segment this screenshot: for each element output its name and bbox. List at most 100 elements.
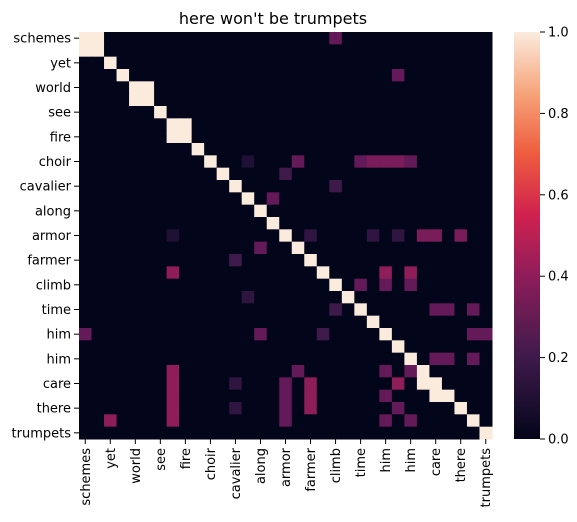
heatmap-cell [291,377,305,391]
heatmap-cell [79,352,93,366]
heatmap-cell [229,254,243,267]
y-tick-label: schemes [13,32,71,47]
y-tick-label: climb [36,278,71,293]
heatmap-cell [79,180,93,193]
heatmap-cell [379,291,393,304]
chart-title: here won't be trumpets [179,9,367,28]
heatmap-cell [416,155,430,169]
heatmap-cell [304,266,318,280]
heatmap-cell [479,143,493,156]
heatmap-cell [416,167,430,181]
heatmap-cell [304,56,318,70]
heatmap-cell [279,192,293,206]
heatmap-cell [254,204,268,218]
heatmap-cell [241,69,255,82]
heatmap-cell [191,167,205,181]
heatmap-cell [316,352,330,366]
heatmap-cell [266,204,280,218]
heatmap-cell [329,118,343,132]
heatmap-cell [104,155,118,169]
heatmap-cell [316,204,330,218]
heatmap-cell [204,340,218,354]
heatmap-cell [354,118,368,132]
heatmap-cell [91,414,105,428]
heatmap-cell [429,204,443,218]
heatmap-cell [341,44,355,58]
heatmap-cell [191,118,205,132]
heatmap-cell [254,426,268,440]
heatmap-cell [454,106,468,119]
heatmap-cell [266,414,280,428]
heatmap-cell [104,377,118,391]
heatmap-cell [154,303,168,317]
heatmap-cell [366,118,380,132]
heatmap-cell [141,291,155,304]
heatmap-cells [79,32,493,440]
heatmap-cell [141,44,155,58]
heatmap-cell [279,118,293,132]
heatmap-cell [216,192,230,206]
heatmap-cell [429,241,443,255]
heatmap-cell [141,229,155,243]
heatmap-cell [179,143,193,156]
heatmap-cell [366,106,380,119]
heatmap-cell [466,254,480,267]
heatmap-cell [141,315,155,329]
heatmap-cell [204,278,218,292]
heatmap-cell [329,106,343,119]
heatmap-cell [279,365,293,378]
heatmap-cell [191,328,205,341]
heatmap-cell [166,389,180,403]
heatmap-cell [179,44,193,58]
heatmap-cell [404,389,418,403]
heatmap-cell [266,254,280,267]
heatmap-cell [416,377,430,391]
heatmap-cell [379,402,393,415]
heatmap-cell [479,377,493,391]
heatmap-cell [329,32,343,45]
heatmap-cell [429,69,443,82]
y-tick-label: farmer [27,254,71,269]
heatmap-cell [479,241,493,255]
heatmap-cell [379,254,393,267]
heatmap-cell [391,180,405,193]
heatmap-cell [91,278,105,292]
heatmap-cell [466,130,480,144]
heatmap-cell [429,130,443,144]
heatmap-cell [229,266,243,280]
heatmap-cell [204,303,218,317]
heatmap-cell [141,32,155,45]
heatmap-cell [229,291,243,304]
heatmap-cell [454,377,468,391]
heatmap-cell [191,414,205,428]
heatmap-cell [329,93,343,107]
heatmap-cell [179,81,193,95]
heatmap-cell [391,389,405,403]
heatmap-cell [166,266,180,280]
heatmap-cell [166,143,180,156]
heatmap-cell [391,192,405,206]
heatmap-cell [229,143,243,156]
heatmap-cell [241,402,255,415]
heatmap-cell [416,44,430,58]
heatmap-cell [416,106,430,119]
heatmap-cell [329,365,343,378]
heatmap-cell [354,69,368,82]
heatmap-cell [279,217,293,230]
heatmap-cell [341,118,355,132]
heatmap-cell [79,402,93,415]
heatmap-cell [354,328,368,341]
heatmap-cell [179,69,193,82]
heatmap-cell [354,143,368,156]
heatmap-cell [441,180,455,193]
heatmap-cell [79,365,93,378]
heatmap-cell [204,229,218,243]
heatmap-cell [279,56,293,70]
heatmap-cell [354,241,368,255]
heatmap-cell [454,167,468,181]
heatmap-cell [454,180,468,193]
heatmap-cell [254,69,268,82]
heatmap-cell [179,402,193,415]
heatmap-cell [204,352,218,366]
heatmap-cell [354,106,368,119]
